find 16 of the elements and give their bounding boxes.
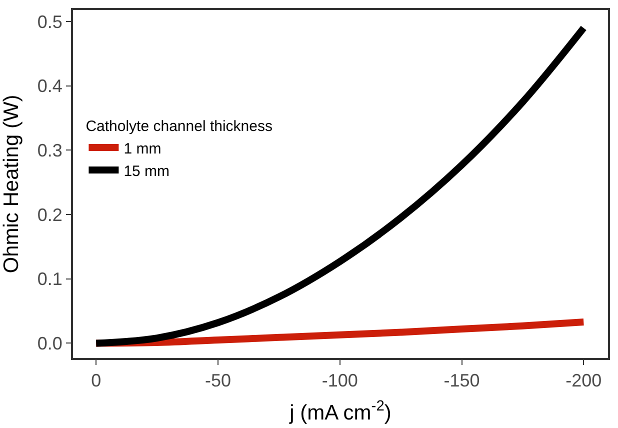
x-tick-label: 0 — [91, 370, 102, 391]
x-tick-label: -200 — [566, 370, 602, 391]
y-tick-label: 0.3 — [37, 140, 62, 161]
y-tick-label: 0.5 — [37, 12, 62, 32]
y-tick-label: 0.4 — [37, 76, 62, 96]
y-axis-title: Ohmic Heating (W) — [0, 94, 23, 274]
x-axis-title: j (mA cm$^{-2}$) — [288, 398, 392, 424]
x-tick-label: -150 — [444, 370, 480, 391]
y-tick-label: 0.2 — [37, 204, 62, 225]
y-tick-label: 0.0 — [37, 334, 62, 354]
legend-label: 1 mm — [124, 140, 162, 158]
x-tick-label: -100 — [322, 370, 358, 391]
y-tick-label: 0.1 — [37, 269, 62, 290]
legend-label: 15 mm — [124, 162, 170, 180]
legend-title: Catholyte channel thickness — [86, 118, 272, 136]
x-tick-label: -50 — [205, 370, 232, 391]
